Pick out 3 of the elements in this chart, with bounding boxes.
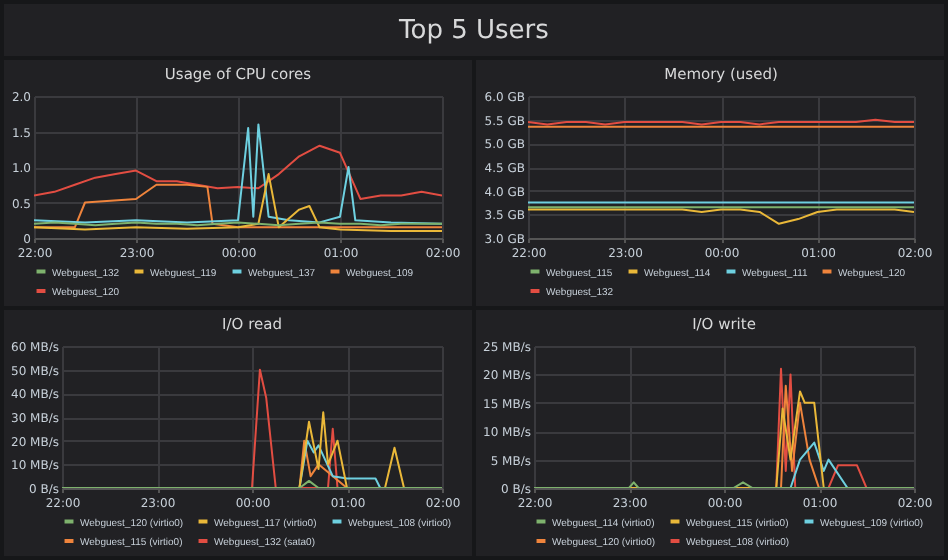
line-series [528, 208, 914, 225]
text: Top 5 Users [4, 4, 944, 56]
line-series [34, 144, 442, 200]
